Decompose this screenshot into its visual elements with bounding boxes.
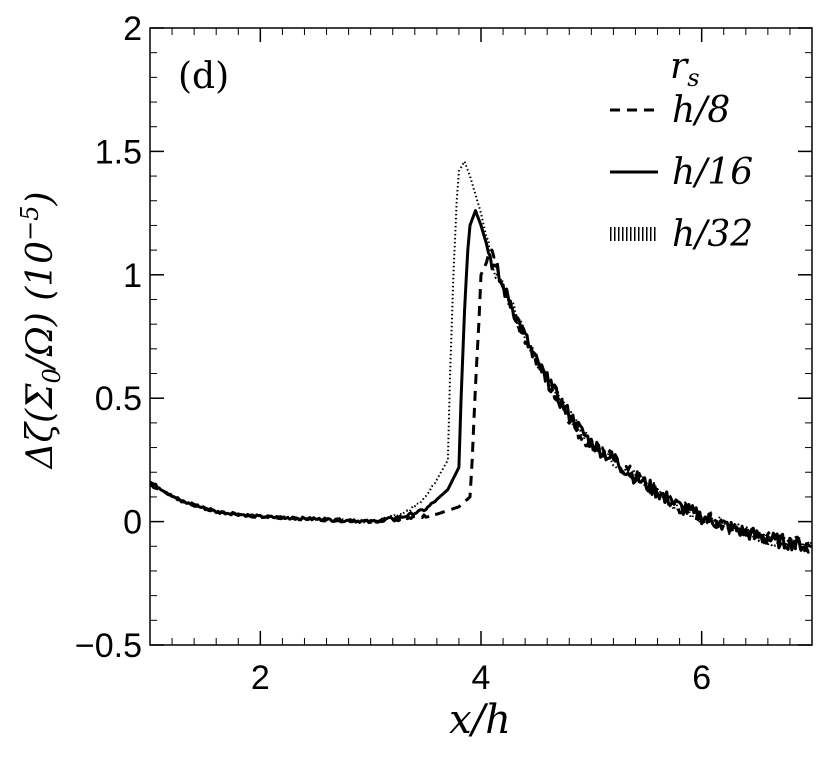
legend-title-sub: s [687,64,699,92]
series-layer [149,160,814,554]
panel-label: (d) [178,56,229,97]
series-line-h-8 [149,248,814,554]
legend-label: h/32 [672,214,753,255]
y-axis-title: Δζ(Σ0/Ω) (10−5) [16,191,66,470]
y-tick-label: 0 [123,504,142,542]
y-axis-title-main: Δζ(Σ [20,383,61,471]
legend-label: h/8 [672,90,730,131]
y-axis-title-close: ) [20,191,61,206]
legend: rs h/8 h/16 h/32 [610,46,753,255]
series-line-h-16 [149,209,813,552]
plot-frame [149,27,813,646]
tick-labels: 2 4 6 −0.5 0 0.5 1 1.5 2 [75,10,711,697]
x-axis-title: x/h [449,697,511,743]
y-axis-title-tail: /Ω) (10 [20,241,61,371]
x-tick-label: 6 [692,659,711,697]
y-tick-label: 1.5 [95,133,142,171]
y-tick-label: 0.5 [95,380,142,418]
legend-entries: h/8 h/16 h/32 [610,90,753,255]
legend-title: rs [670,46,700,92]
legend-title-main: r [670,46,689,87]
y-axis-title-exp: −5 [16,206,44,241]
y-tick-label: 1 [123,257,142,295]
x-tick-label: 4 [472,659,491,697]
x-tick-label: 2 [251,659,270,697]
y-axis-title-sub: 0 [38,368,66,383]
y-tick-label: −0.5 [75,627,142,665]
y-tick-label: 2 [123,10,142,48]
legend-label: h/16 [672,152,753,193]
